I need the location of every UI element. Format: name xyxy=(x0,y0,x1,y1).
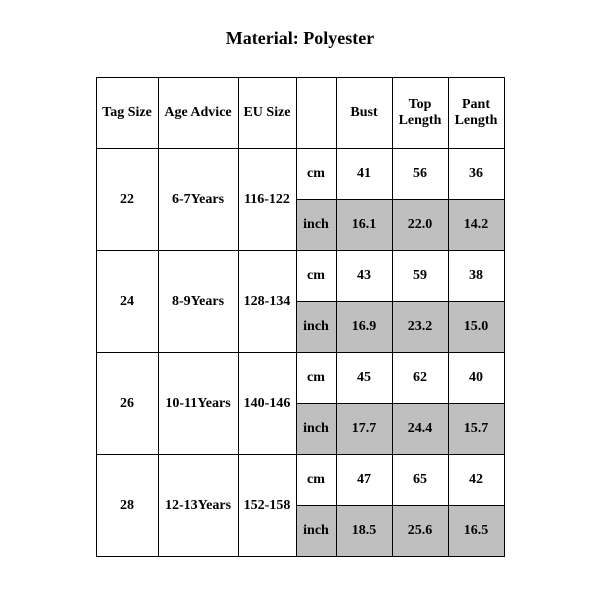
cell-unit-cm: cm xyxy=(296,251,336,302)
cell-age: 12-13Years xyxy=(158,455,238,557)
table-row: 28 12-13Years 152-158 cm 47 65 42 xyxy=(96,455,504,506)
size-table: Tag Size Age Advice EU Size Bust Top Len… xyxy=(96,77,505,557)
cell-eu: 152-158 xyxy=(238,455,296,557)
cell-unit-cm: cm xyxy=(296,353,336,404)
cell-top-cm: 56 xyxy=(392,149,448,200)
cell-pant-cm: 38 xyxy=(448,251,504,302)
col-age-advice: Age Advice xyxy=(158,78,238,149)
cell-bust-cm: 43 xyxy=(336,251,392,302)
page: Material: Polyester Tag Size Age Advice … xyxy=(0,0,600,600)
col-tag-size: Tag Size xyxy=(96,78,158,149)
cell-age: 6-7Years xyxy=(158,149,238,251)
cell-top-cm: 65 xyxy=(392,455,448,506)
cell-pant-inch: 16.5 xyxy=(448,506,504,557)
cell-unit-cm: cm xyxy=(296,455,336,506)
page-title: Material: Polyester xyxy=(0,28,600,49)
cell-bust-inch: 18.5 xyxy=(336,506,392,557)
cell-pant-inch: 15.0 xyxy=(448,302,504,353)
cell-top-inch: 23.2 xyxy=(392,302,448,353)
cell-pant-inch: 14.2 xyxy=(448,200,504,251)
col-pant-length: Pant Length xyxy=(448,78,504,149)
cell-age: 8-9Years xyxy=(158,251,238,353)
cell-bust-inch: 16.1 xyxy=(336,200,392,251)
cell-bust-cm: 41 xyxy=(336,149,392,200)
cell-eu: 140-146 xyxy=(238,353,296,455)
cell-eu: 128-134 xyxy=(238,251,296,353)
cell-unit-inch: inch xyxy=(296,200,336,251)
cell-bust-inch: 17.7 xyxy=(336,404,392,455)
cell-pant-cm: 40 xyxy=(448,353,504,404)
cell-tag: 26 xyxy=(96,353,158,455)
cell-top-cm: 62 xyxy=(392,353,448,404)
table-row: 22 6-7Years 116-122 cm 41 56 36 xyxy=(96,149,504,200)
cell-tag: 22 xyxy=(96,149,158,251)
cell-pant-cm: 36 xyxy=(448,149,504,200)
cell-bust-cm: 47 xyxy=(336,455,392,506)
cell-pant-inch: 15.7 xyxy=(448,404,504,455)
cell-tag: 28 xyxy=(96,455,158,557)
table-header-row: Tag Size Age Advice EU Size Bust Top Len… xyxy=(96,78,504,149)
cell-age: 10-11Years xyxy=(158,353,238,455)
cell-unit-cm: cm xyxy=(296,149,336,200)
cell-tag: 24 xyxy=(96,251,158,353)
cell-top-inch: 22.0 xyxy=(392,200,448,251)
col-top-length: Top Length xyxy=(392,78,448,149)
cell-top-inch: 25.6 xyxy=(392,506,448,557)
cell-bust-inch: 16.9 xyxy=(336,302,392,353)
cell-bust-cm: 45 xyxy=(336,353,392,404)
cell-top-inch: 24.4 xyxy=(392,404,448,455)
cell-pant-cm: 42 xyxy=(448,455,504,506)
cell-unit-inch: inch xyxy=(296,404,336,455)
col-eu-size: EU Size xyxy=(238,78,296,149)
cell-eu: 116-122 xyxy=(238,149,296,251)
cell-unit-inch: inch xyxy=(296,506,336,557)
cell-top-cm: 59 xyxy=(392,251,448,302)
col-bust: Bust xyxy=(336,78,392,149)
table-row: 24 8-9Years 128-134 cm 43 59 38 xyxy=(96,251,504,302)
col-unit xyxy=(296,78,336,149)
table-row: 26 10-11Years 140-146 cm 45 62 40 xyxy=(96,353,504,404)
cell-unit-inch: inch xyxy=(296,302,336,353)
